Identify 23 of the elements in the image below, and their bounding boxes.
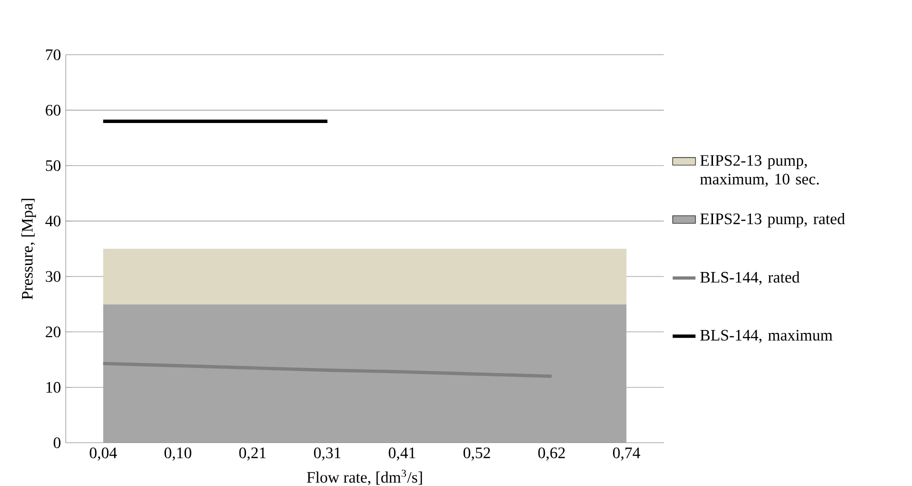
y-tick-label: 40 (45, 216, 60, 226)
legend-label: BLS-144, rated (700, 271, 800, 286)
y-tick-label: 30 (46, 271, 60, 282)
line-series (101, 362, 554, 378)
x-tick-label: 0,21 (239, 447, 266, 461)
y-axis-title: Pressure, [Mpa] (21, 198, 36, 300)
y-tick-label: 0 (54, 437, 60, 448)
y-tick-label: 60 (46, 104, 60, 116)
legend-label: EIPS2-13 pump, maximum, 10 sec. (700, 155, 819, 187)
y-tick-label: 20 (46, 326, 60, 338)
x-tick-label: 0,41 (388, 447, 416, 461)
y-tick-label: 50 (46, 160, 60, 172)
x-axis-title: Flow rate, [dm$^{3}$/s] (306, 470, 422, 486)
y-tick-label: 70 (46, 49, 60, 60)
legend-label: EIPS2-13 pump, rated (700, 213, 845, 228)
x-tick-label: 0,74 (613, 447, 640, 461)
x-tick-label: 0,04 (90, 447, 117, 461)
x-tick-label: 0,10 (164, 447, 192, 461)
x-tick-label: 0,52 (464, 447, 490, 461)
legend-label: BLS-144, maximum (700, 330, 832, 343)
x-tick-label: 0,62 (538, 447, 565, 461)
x-tick-label: 0,31 (314, 447, 340, 461)
y-tick-label: 10 (46, 382, 60, 393)
